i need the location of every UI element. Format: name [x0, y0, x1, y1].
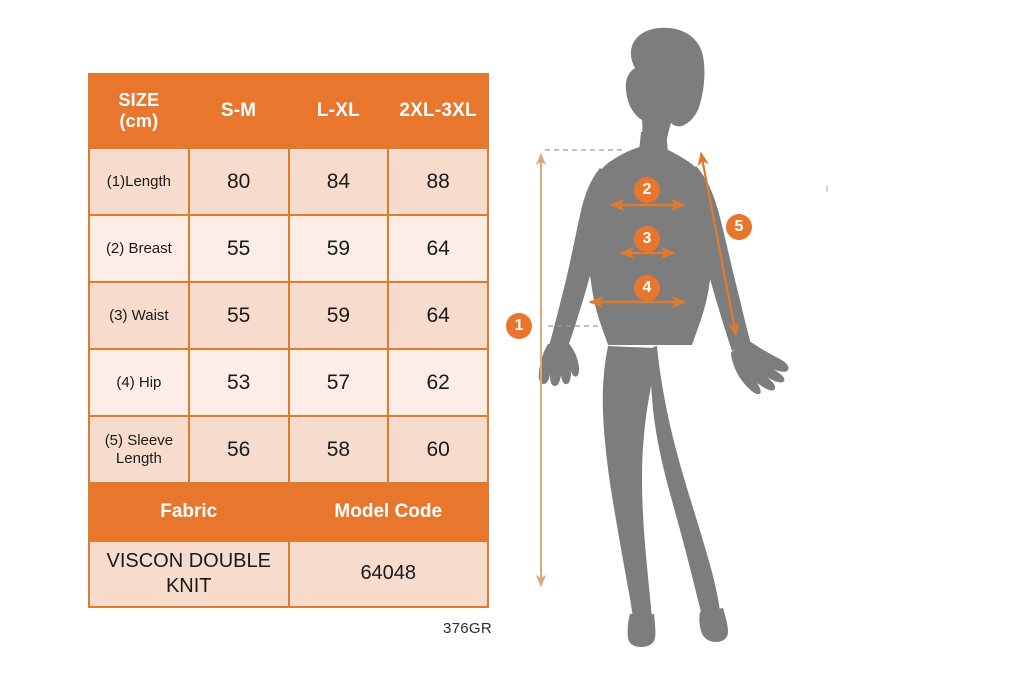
table-row: (2) Breast 55 59 64: [88, 214, 489, 284]
cell-length-2xl3xl: 88: [387, 147, 489, 217]
cell-waist-lxl: 59: [287, 281, 390, 351]
cell-breast-sm: 55: [187, 214, 290, 284]
footer-value-model-code: 64048: [287, 539, 489, 609]
cell-sleeve-sm: 56: [187, 415, 290, 485]
cell-sleeve-lxl: 58: [287, 415, 390, 485]
table-footer-header-row: Fabric Model Code: [88, 482, 489, 542]
cell-waist-2xl3xl: 64: [387, 281, 489, 351]
row-label-sleeve-length: (5) Sleeve Length: [88, 415, 190, 485]
cell-breast-lxl: 59: [287, 214, 390, 284]
row-label-breast: (2) Breast: [88, 214, 190, 284]
header-col-2xl3xl: 2XL-3XL: [387, 72, 489, 150]
cell-length-lxl: 84: [287, 147, 390, 217]
stray-artifact: [826, 185, 828, 192]
cell-hip-sm: 53: [187, 348, 290, 418]
table-row: (5) Sleeve Length 56 58 60: [88, 415, 489, 485]
measure-arrow-sleeve-length: [697, 151, 740, 337]
female-silhouette-diagram: [535, 27, 789, 647]
measure-badge-breast: 2: [634, 177, 660, 203]
measure-badge-length: 1: [506, 313, 532, 339]
table-row: (3) Waist 55 59 64: [88, 281, 489, 351]
cell-sleeve-2xl3xl: 60: [387, 415, 489, 485]
cell-breast-2xl3xl: 64: [387, 214, 489, 284]
row-label-hip: (4) Hip: [88, 348, 190, 418]
cell-hip-lxl: 57: [287, 348, 390, 418]
size-chart-table: SIZE (cm) S-M L-XL 2XL-3XL (1)Length 80 …: [88, 72, 489, 609]
row-label-waist: (3) Waist: [88, 281, 190, 351]
table-header-row: SIZE (cm) S-M L-XL 2XL-3XL: [88, 72, 489, 150]
model-tag-label: 376GR: [443, 620, 493, 637]
silhouette-body: [538, 27, 789, 647]
footer-value-fabric: VISCON DOUBLE KNIT: [88, 539, 290, 609]
cell-hip-2xl3xl: 62: [387, 348, 489, 418]
footer-header-fabric: Fabric: [88, 482, 290, 542]
footer-header-model-code: Model Code: [287, 482, 489, 542]
measure-badge-waist: 3: [634, 226, 660, 252]
table-row: (4) Hip 53 57 62: [88, 348, 489, 418]
row-label-length: (1)Length: [88, 147, 190, 217]
cell-waist-sm: 55: [187, 281, 290, 351]
header-col-sm: S-M: [187, 72, 290, 150]
measure-badge-hip: 4: [634, 275, 660, 301]
header-size-unit: (cm): [119, 111, 159, 132]
measure-badge-sleeve-length: 5: [726, 214, 752, 240]
table-row: (1)Length 80 84 88: [88, 147, 489, 217]
measurement-figure-panel: [496, 20, 826, 650]
cell-length-sm: 80: [187, 147, 290, 217]
table-footer-value-row: VISCON DOUBLE KNIT 64048: [88, 539, 489, 609]
header-size-cell: SIZE (cm): [88, 72, 190, 150]
header-size-label: SIZE: [118, 90, 160, 111]
header-col-lxl: L-XL: [287, 72, 390, 150]
